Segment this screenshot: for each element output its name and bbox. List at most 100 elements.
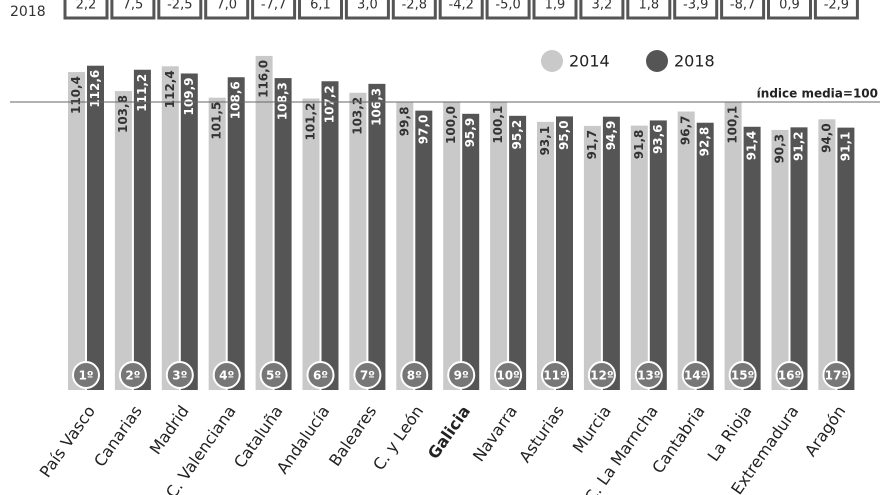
rank-label: 14º	[684, 369, 708, 383]
rank-label: 8º	[407, 369, 422, 383]
bar	[677, 111, 695, 390]
rank-badge	[259, 361, 288, 389]
rank-badge	[212, 361, 241, 389]
bar	[68, 72, 85, 390]
bar	[161, 66, 179, 391]
bar	[509, 115, 527, 390]
bar	[180, 73, 198, 390]
value-label: 91,1	[838, 132, 852, 162]
rank-badge	[118, 361, 147, 389]
bar	[790, 127, 808, 391]
rank-badge	[728, 361, 757, 389]
bar	[255, 55, 273, 391]
value-label: 111,2	[135, 74, 149, 112]
rank-badge	[165, 361, 194, 389]
value-label: 100,0	[444, 106, 458, 144]
value-label: 108,3	[276, 82, 290, 120]
top-row-value: -5,0	[495, 0, 520, 13]
bar	[368, 83, 386, 390]
rank-label: 12º	[590, 369, 614, 383]
bar	[630, 125, 648, 390]
x-tick-label: País Vasco	[36, 402, 99, 481]
value-label: 101,2	[304, 103, 318, 141]
value-label: 94,0	[819, 123, 833, 153]
rank-label: 11º	[543, 369, 567, 383]
value-label: 112,4	[163, 70, 177, 108]
top-row-box	[626, 0, 672, 20]
value-label: 90,3	[773, 134, 787, 164]
rank-label: 1º	[78, 369, 93, 383]
top-row-box	[251, 0, 297, 20]
bar	[114, 91, 132, 390]
bar	[208, 97, 226, 391]
bar	[771, 129, 789, 390]
top-row-box	[673, 0, 719, 20]
rank-label: 2º	[125, 369, 140, 383]
top-row-box	[532, 0, 578, 20]
rank-badge	[447, 361, 476, 389]
top-row-box	[391, 0, 437, 20]
bar	[837, 127, 855, 390]
rank-badge	[541, 361, 569, 389]
value-label: 107,2	[323, 85, 337, 123]
value-label: 116,0	[257, 60, 271, 98]
rank-label: 15º	[731, 369, 755, 383]
bar	[556, 116, 573, 391]
value-label: 93,6	[651, 124, 665, 154]
bar	[87, 65, 104, 390]
rank-label: 17º	[825, 369, 849, 383]
top-row-value: 2,2	[76, 0, 97, 13]
legend-label: 2014	[569, 52, 610, 71]
rank-badge	[681, 361, 710, 389]
bar	[133, 69, 151, 390]
bar	[462, 113, 480, 391]
value-label: 110,4	[69, 76, 83, 114]
rank-label: 13º	[637, 369, 661, 383]
rank-badge	[634, 361, 663, 389]
top-row-box	[720, 0, 766, 20]
value-label: 95,9	[463, 118, 477, 148]
top-row-label: 2018	[10, 4, 46, 20]
value-label: 100,1	[491, 106, 505, 144]
top-row-value: -2,8	[402, 0, 427, 13]
bar	[583, 125, 601, 391]
top-row-value: 1,9	[545, 0, 566, 13]
bar	[349, 92, 367, 390]
top-row-value: -8,7	[730, 0, 755, 13]
top-row-box	[63, 0, 109, 20]
top-row-value: 3,2	[592, 0, 613, 13]
value-label: 94,9	[604, 121, 618, 151]
value-label: 106,3	[369, 88, 383, 126]
bar	[649, 120, 667, 390]
bar	[818, 119, 836, 390]
rank-label: 9º	[454, 369, 469, 383]
value-label: 100,1	[726, 106, 740, 144]
rank-badge	[775, 361, 804, 389]
x-tick-label: Navarra	[469, 402, 521, 465]
value-label: 99,8	[397, 107, 411, 137]
x-tick-label: Murcia	[569, 402, 615, 456]
bar	[743, 126, 761, 390]
top-row-value: -3,9	[683, 0, 708, 13]
value-label: 95,0	[557, 120, 571, 150]
legend-swatch	[646, 50, 668, 72]
reference-label: índice media=100	[757, 87, 878, 101]
rank-label: 3º	[172, 369, 187, 383]
top-row-box	[204, 0, 250, 20]
legend-swatch	[541, 50, 563, 72]
legend-label: 2018	[674, 52, 715, 71]
top-row-value: -4,2	[449, 0, 474, 13]
rank-badge	[400, 361, 429, 389]
value-label: 103,2	[350, 97, 364, 135]
value-label: 95,2	[510, 120, 524, 150]
bar	[227, 77, 245, 391]
rank-badge	[353, 361, 382, 389]
top-row-value: 6,1	[310, 0, 331, 13]
top-row-box	[110, 0, 156, 20]
top-row-value: 0,9	[779, 0, 800, 13]
x-tick-label: Canarias	[90, 402, 146, 470]
rank-label: 6º	[313, 369, 328, 383]
value-label: 91,8	[632, 130, 646, 160]
rank-badge	[72, 361, 100, 389]
